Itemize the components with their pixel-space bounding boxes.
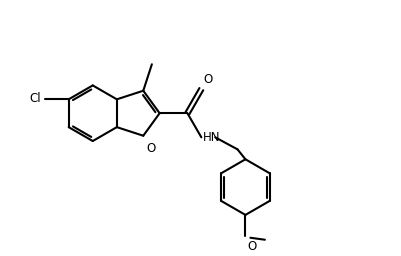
Text: Cl: Cl [29, 92, 41, 105]
Text: O: O [247, 240, 256, 253]
Text: HN: HN [203, 131, 220, 144]
Text: O: O [146, 142, 155, 155]
Text: O: O [203, 73, 212, 86]
